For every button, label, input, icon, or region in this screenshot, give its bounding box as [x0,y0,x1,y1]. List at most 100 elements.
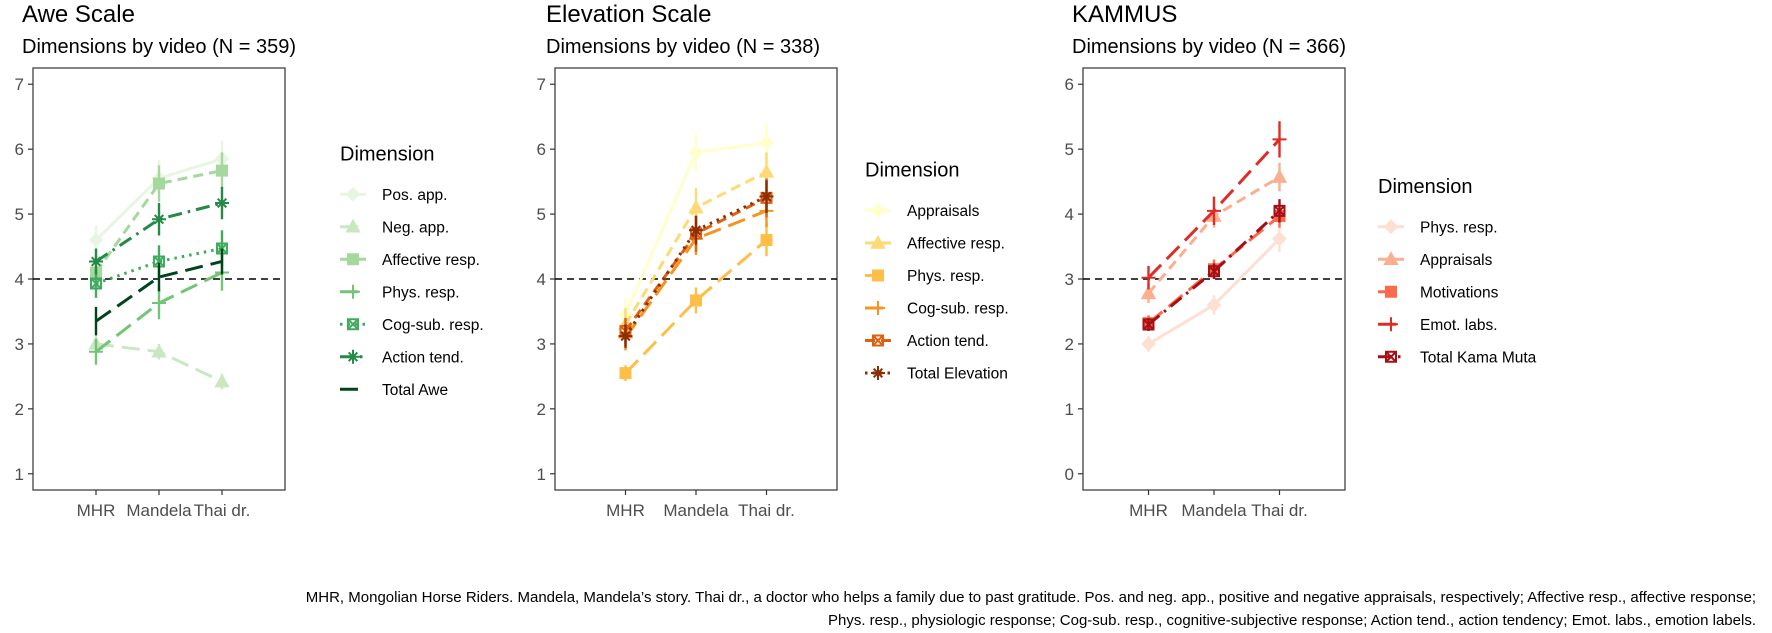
legend: Dimension Appraisals Affective resp. Phys. … [865,160,1009,383]
chart-title: Awe Scale [22,1,135,28]
legend-key-marker [872,269,884,282]
caption-line-2: Phys. resp., physiologic response; Cog-s… [828,612,1756,629]
y-tick-label: 7 [537,75,546,94]
series-emot-labs- [1141,121,1287,290]
data-point [152,212,166,227]
legend-label: Action tend. [382,349,464,366]
series-line [95,201,223,263]
series-line [94,169,223,274]
y-tick-label: 5 [537,205,546,224]
data-point [688,144,704,160]
x-tick-label: Mandela [663,501,729,520]
data-point [89,344,103,359]
legend-key-marker [871,366,885,380]
data-point [758,163,775,178]
legend-key-marker [870,234,886,249]
legend-key-marker [345,218,361,233]
data-point [1141,336,1156,352]
data-point [90,277,102,290]
data-point [1140,285,1157,300]
y-tick-label: 4 [15,270,24,289]
data-point [153,255,165,268]
data-point [216,164,228,177]
series-line [95,260,223,323]
series-total-kama-muta [1142,199,1286,331]
y-tick-label: 3 [1065,270,1074,289]
y-tick-label: 3 [15,335,24,354]
y-tick-label: 4 [537,270,546,289]
x-tick-label: Thai dr. [194,501,251,520]
series-phys-resp- [1141,225,1287,352]
data-point [689,223,703,238]
data-point [688,199,704,214]
legend-label: Appraisals [907,203,980,220]
legend: Dimension Phys. resp. Appraisals Motivation… [1378,176,1537,366]
legend-label: Motivations [1420,284,1499,301]
y-tick-label: 1 [1065,400,1074,419]
x-tick-label: Thai dr. [1251,501,1308,520]
data-point [152,296,166,311]
legend-label: Total Kama Muta [1420,349,1537,366]
series-neg-app- [88,335,230,390]
y-tick-label: 5 [1065,140,1074,159]
data-point [619,367,632,380]
data-point [88,232,104,248]
chart-subtitle: Dimensions by video (N = 366) [1072,36,1346,58]
legend-key-marker [347,318,359,331]
legend-label: Appraisals [1420,252,1493,269]
series-total-elevation [618,180,774,348]
legend-key-marker [347,253,359,266]
x-tick-label: Thai dr. [738,501,795,520]
series-line [1147,237,1281,346]
data-point [214,373,230,388]
chart-title: Elevation Scale [546,1,711,28]
data-point [760,234,773,247]
x-tick-label: MHR [77,501,116,520]
legend-key-marker [346,284,360,299]
chart-panel-2: Elevation Scale Dimensions by video (N = … [537,1,1009,520]
data-point [1207,203,1221,218]
data-point [151,343,167,358]
y-tick-label: 2 [1065,335,1074,354]
legend-label: Action tend. [907,333,989,350]
data-point [1272,231,1287,247]
data-point [1271,169,1288,183]
legend-title: Dimension [865,160,959,182]
y-tick-label: 2 [537,400,546,419]
x-tick-label: MHR [606,501,645,520]
y-tick-label: 6 [15,140,24,159]
y-tick-label: 6 [537,140,546,159]
legend-key-marker [870,203,886,218]
chart-title: KAMMUS [1072,1,1177,28]
legend-label: Phys. resp. [382,284,460,301]
legend-key-marker [871,301,885,315]
data-point [618,329,633,344]
legend-key-marker [345,186,361,202]
figure-caption: MHR, Mongolian Horse Riders. Mandela, Ma… [56,586,1756,632]
legend-key-marker [1385,350,1397,363]
y-tick-label: 2 [15,400,24,419]
legend-title: Dimension [1378,176,1472,198]
data-point [1273,204,1286,217]
legend-label: Affective resp. [382,252,480,269]
x-tick-label: MHR [1129,501,1168,520]
data-point [1206,297,1222,313]
y-tick-label: 7 [15,75,24,94]
y-tick-label: 4 [1065,205,1074,224]
data-point [1142,318,1155,331]
data-point [759,189,774,204]
series-action-tend- [89,186,229,275]
legend-key-marker [1383,251,1399,266]
data-point [216,242,228,255]
data-point [690,294,702,307]
legend-label: Affective resp. [907,236,1005,253]
legend-key-marker [1383,219,1399,235]
legend-key-marker [1385,285,1397,298]
chart-panel-3: KAMMUS Dimensions by video (N = 366) 0 1 2 3 4… [1065,1,1537,520]
data-point [759,135,774,151]
y-tick-label: 1 [15,465,24,484]
legend-label: Emot. labs. [1420,317,1498,334]
y-tick-label: 3 [537,335,546,354]
legend-label: Cog-sub. resp. [907,301,1009,318]
legend-label: Neg. app. [382,219,449,236]
